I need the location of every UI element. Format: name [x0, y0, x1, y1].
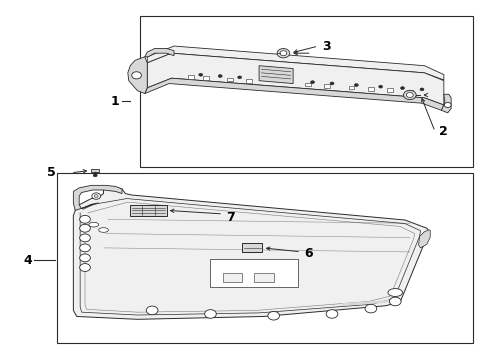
Ellipse shape	[99, 228, 108, 232]
Text: 7: 7	[225, 211, 234, 224]
Text: 3: 3	[322, 40, 330, 53]
Bar	[406, 90, 412, 93]
Circle shape	[365, 304, 376, 313]
Text: 2: 2	[438, 125, 447, 138]
Circle shape	[329, 82, 333, 85]
Circle shape	[146, 306, 158, 315]
Circle shape	[388, 297, 400, 306]
Bar	[226, 78, 232, 81]
Polygon shape	[341, 298, 399, 306]
Bar	[348, 86, 354, 89]
Circle shape	[310, 81, 314, 84]
Circle shape	[93, 174, 97, 177]
Circle shape	[237, 76, 241, 79]
Polygon shape	[127, 57, 147, 94]
Bar	[91, 169, 99, 172]
Circle shape	[218, 75, 222, 77]
Bar	[202, 76, 208, 80]
Circle shape	[204, 310, 216, 318]
Circle shape	[199, 73, 202, 76]
Circle shape	[378, 85, 382, 88]
Text: 5: 5	[47, 166, 56, 179]
Bar	[140, 16, 472, 167]
Bar	[367, 87, 373, 91]
Bar	[386, 88, 392, 92]
Bar	[222, 273, 242, 282]
Circle shape	[80, 264, 90, 271]
Polygon shape	[144, 49, 174, 57]
Text: 1: 1	[111, 95, 119, 108]
Circle shape	[80, 244, 90, 252]
Text: 4: 4	[23, 254, 32, 267]
Circle shape	[80, 215, 90, 223]
Circle shape	[277, 49, 289, 58]
Text: 6: 6	[303, 247, 312, 260]
Polygon shape	[73, 185, 122, 210]
Ellipse shape	[89, 222, 99, 227]
Ellipse shape	[387, 289, 402, 296]
Bar	[188, 75, 194, 79]
Circle shape	[92, 193, 101, 199]
Polygon shape	[144, 78, 443, 111]
Bar	[242, 243, 262, 252]
Circle shape	[400, 87, 404, 90]
Circle shape	[80, 254, 90, 262]
Bar	[254, 273, 273, 282]
Circle shape	[131, 72, 141, 79]
Circle shape	[267, 311, 279, 320]
Polygon shape	[418, 230, 429, 248]
Bar	[324, 84, 329, 88]
Circle shape	[403, 90, 415, 100]
FancyBboxPatch shape	[210, 258, 297, 287]
Circle shape	[419, 88, 423, 91]
Circle shape	[280, 51, 286, 56]
Circle shape	[444, 103, 450, 108]
Polygon shape	[259, 66, 292, 84]
Circle shape	[94, 195, 98, 198]
Polygon shape	[441, 94, 450, 113]
Bar	[246, 79, 252, 83]
Circle shape	[80, 224, 90, 232]
Circle shape	[354, 84, 358, 86]
Bar	[57, 173, 472, 342]
Polygon shape	[73, 187, 428, 319]
Circle shape	[325, 310, 337, 318]
Polygon shape	[147, 46, 443, 80]
Polygon shape	[147, 53, 443, 105]
Bar	[130, 205, 166, 216]
Circle shape	[80, 234, 90, 242]
Bar	[304, 83, 310, 86]
Circle shape	[406, 93, 412, 98]
